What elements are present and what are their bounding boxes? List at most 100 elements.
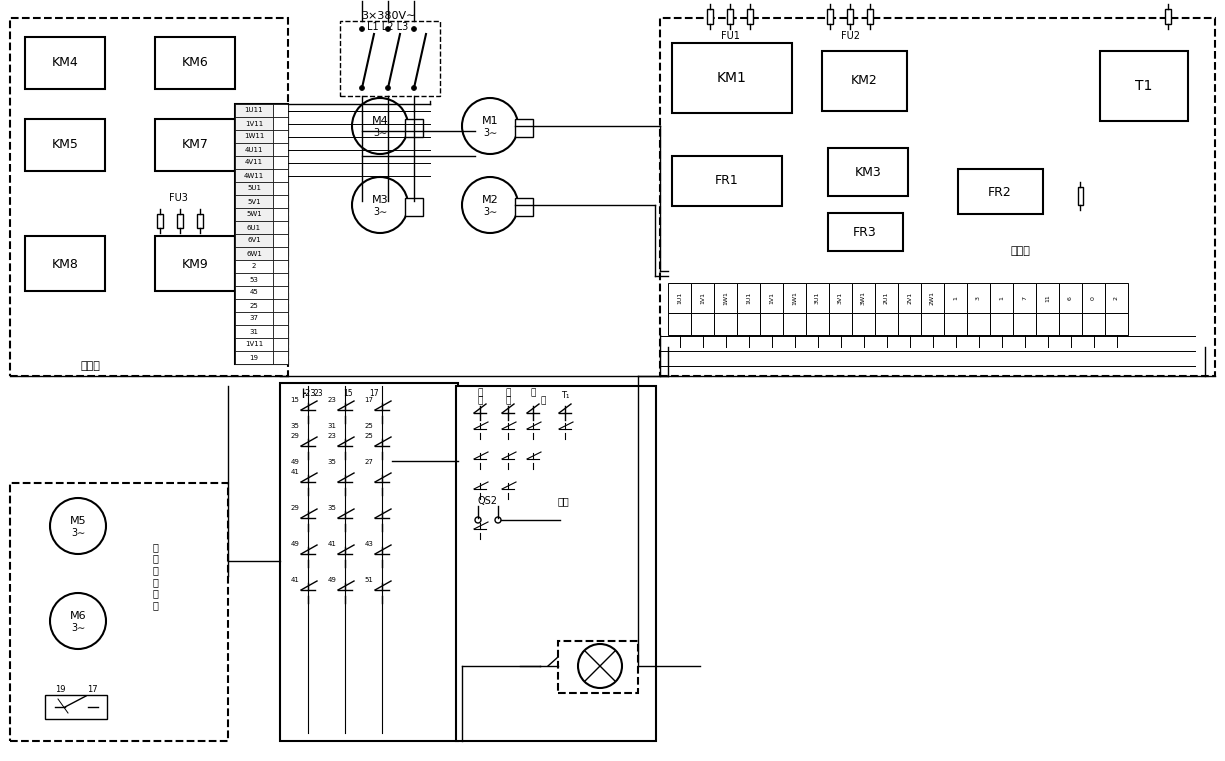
Text: 主: 主 [478, 389, 483, 397]
Text: FR1: FR1 [715, 174, 739, 187]
Bar [273, 273, 288, 286]
Bar [990, 283, 1013, 313]
Text: 1U11: 1U11 [245, 107, 263, 113]
Bar [235, 351, 273, 364]
Bar [235, 286, 273, 299]
Text: 23: 23 [327, 397, 337, 403]
Text: FU2: FU2 [840, 31, 860, 41]
Bar [157, 214, 163, 228]
Bar [829, 313, 853, 335]
Bar [235, 312, 273, 325]
Bar [958, 169, 1042, 214]
Text: KM7: KM7 [181, 139, 208, 151]
Bar [921, 313, 944, 335]
Bar [405, 198, 423, 216]
Text: M1: M1 [481, 116, 499, 126]
Text: 35: 35 [290, 423, 299, 429]
Text: 41: 41 [290, 577, 299, 583]
Bar [760, 283, 783, 313]
Circle shape [578, 644, 622, 688]
Bar [944, 313, 967, 335]
Bar [273, 351, 288, 364]
Bar [273, 338, 288, 351]
Text: 循: 循 [506, 389, 511, 397]
Text: KM8: KM8 [51, 257, 78, 270]
Text: 1V11: 1V11 [245, 120, 263, 126]
Circle shape [495, 517, 501, 523]
Bar [726, 8, 733, 24]
Text: 3∼: 3∼ [372, 207, 387, 217]
Bar [1082, 283, 1105, 313]
Text: 3∼: 3∼ [71, 528, 85, 538]
Text: 25: 25 [250, 303, 258, 308]
Text: 2: 2 [252, 263, 256, 269]
Bar [273, 325, 288, 338]
Text: 43: 43 [365, 541, 374, 547]
Bar [456, 386, 657, 741]
Text: 0: 0 [1091, 296, 1096, 300]
Bar [235, 130, 273, 143]
Text: 17: 17 [365, 397, 374, 403]
Bar [197, 214, 203, 228]
Text: KM3: KM3 [855, 165, 881, 179]
Text: M4: M4 [371, 116, 388, 126]
Bar [156, 119, 235, 171]
Bar [235, 221, 273, 234]
Text: 5V1: 5V1 [247, 199, 261, 205]
Bar [514, 198, 533, 216]
Bar [846, 8, 853, 24]
Text: 41: 41 [327, 541, 337, 547]
Text: 3∼: 3∼ [372, 128, 387, 138]
Bar [990, 313, 1013, 335]
Text: 停: 停 [530, 389, 535, 397]
Bar [176, 214, 183, 228]
Text: KM6: KM6 [181, 56, 208, 69]
Text: FR2: FR2 [989, 186, 1012, 199]
Bar [1078, 187, 1083, 205]
Bar [24, 236, 105, 291]
Text: 15: 15 [290, 397, 299, 403]
Text: 3W1: 3W1 [861, 291, 866, 305]
Text: 4W11: 4W11 [244, 173, 265, 179]
Text: 25: 25 [365, 433, 374, 439]
Bar [875, 283, 898, 313]
Bar [1058, 283, 1082, 313]
Text: 配电板: 配电板 [80, 361, 100, 371]
Bar [1058, 313, 1082, 335]
Bar [714, 283, 737, 313]
Bar [405, 119, 423, 137]
Circle shape [50, 498, 107, 554]
Bar [1105, 313, 1128, 335]
Bar [45, 695, 107, 719]
Text: 35: 35 [327, 459, 337, 465]
Bar [828, 213, 903, 251]
Circle shape [475, 517, 481, 523]
Bar [514, 119, 533, 137]
Bar [806, 283, 829, 313]
Text: 3: 3 [976, 296, 981, 300]
Text: 环: 环 [506, 396, 511, 406]
Text: 2U1: 2U1 [884, 291, 889, 304]
Bar [783, 283, 806, 313]
Bar [235, 299, 273, 312]
Circle shape [412, 27, 416, 31]
Text: 4U11: 4U11 [245, 147, 263, 152]
Bar [281, 383, 458, 741]
Bar [1165, 8, 1171, 24]
Bar [235, 156, 273, 169]
Bar [273, 312, 288, 325]
Text: 1U1: 1U1 [746, 292, 751, 304]
Bar [737, 313, 760, 335]
Bar [10, 483, 228, 741]
Bar [273, 104, 288, 117]
Text: 37: 37 [250, 316, 258, 321]
Text: M3: M3 [371, 195, 388, 205]
Bar [783, 313, 806, 335]
Text: FU1: FU1 [720, 31, 740, 41]
Text: 水泵: 水泵 [557, 496, 568, 506]
Bar [273, 195, 288, 208]
Text: 23: 23 [314, 389, 323, 397]
Bar [1105, 283, 1128, 313]
Bar [673, 156, 782, 206]
Bar [273, 156, 288, 169]
